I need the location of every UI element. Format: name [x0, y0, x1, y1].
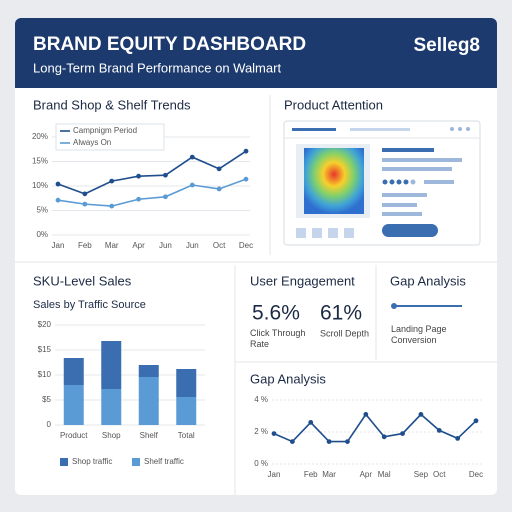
- y-tick-label: 0: [47, 420, 52, 429]
- bar-segment: [63, 358, 84, 385]
- point: [418, 412, 424, 417]
- legend-label: Shop traffic: [72, 457, 112, 466]
- slider: [391, 303, 462, 309]
- line: [57, 178, 247, 207]
- x-tick-label: Feb: [304, 470, 318, 479]
- legend-swatch: [132, 458, 140, 466]
- y-tick-label: 0 %: [254, 459, 268, 468]
- bar-segment: [101, 389, 122, 425]
- metric-value: 5.6%: [252, 302, 300, 325]
- x-tick-label: Mar: [105, 241, 119, 250]
- point: [136, 173, 141, 179]
- point: [326, 439, 332, 444]
- x-tick-label: Jan: [268, 470, 281, 479]
- x-tick-label: Shelf: [140, 431, 159, 440]
- y-tick-label: $15: [38, 345, 52, 354]
- point: [289, 439, 295, 444]
- panel-subtitle: Sales by Traffic Source: [33, 299, 146, 311]
- x-tick-label: Apr: [132, 241, 145, 250]
- y-tick-label: 0%: [36, 230, 48, 239]
- panel-title: User Engagement: [250, 273, 355, 288]
- x-tick-label: Apr: [360, 470, 373, 479]
- point: [189, 182, 195, 188]
- x-tick-label: Sep: [414, 470, 429, 479]
- point: [55, 181, 61, 187]
- bar-segment: [176, 397, 197, 425]
- x-tick-label: Total: [178, 431, 195, 440]
- line: [273, 413, 477, 443]
- y-tick-label: 10%: [32, 181, 48, 190]
- legend-swatch: [60, 458, 68, 466]
- point: [189, 154, 195, 160]
- point: [109, 203, 115, 209]
- metric-label: Landing Page Conversion: [391, 324, 447, 345]
- x-tick-label: Feb: [78, 241, 92, 250]
- point: [243, 176, 249, 182]
- panel-title: Gap Analysis: [250, 371, 326, 386]
- bar-segment: [101, 341, 122, 389]
- logo: Selleg8: [413, 35, 480, 56]
- x-tick-label: Jun: [186, 241, 199, 250]
- header-bar: [15, 18, 497, 88]
- x-tick-label: Oct: [433, 470, 446, 479]
- legend-label: Shelf traffic: [144, 457, 184, 466]
- point: [163, 172, 168, 178]
- point: [436, 428, 442, 433]
- x-tick-label: Shop: [102, 431, 121, 440]
- point: [136, 196, 141, 202]
- y-tick-label: $10: [38, 370, 52, 379]
- subtitle: Long-Term Brand Performance on Walmart: [33, 60, 281, 75]
- y-tick-label: $20: [38, 320, 52, 329]
- y-tick-label: 4 %: [254, 395, 268, 404]
- x-tick-label: Jan: [52, 241, 65, 250]
- point: [308, 420, 314, 425]
- legend: [55, 123, 165, 151]
- y-tick-label: 2 %: [254, 427, 268, 436]
- line: [57, 150, 247, 195]
- y-tick-label: 15%: [32, 157, 48, 166]
- bar-segment: [63, 385, 84, 425]
- point: [473, 418, 479, 424]
- page-mockup: [283, 120, 481, 246]
- x-tick-label: Mal: [378, 470, 391, 479]
- panel-title: SKU-Level Sales: [33, 273, 132, 288]
- panel-title: Gap Analysis: [390, 273, 466, 288]
- point: [345, 439, 350, 444]
- card: [15, 18, 497, 495]
- y-tick-label: 20%: [32, 132, 48, 141]
- y-tick-label: $5: [42, 395, 51, 404]
- x-tick-label: Jun: [159, 241, 172, 250]
- legend-label: Campnigm Period: [73, 126, 137, 135]
- metric-label: Scroll Depth: [320, 328, 369, 338]
- point: [271, 431, 277, 436]
- x-tick-label: Oct: [213, 241, 226, 250]
- point: [363, 412, 369, 417]
- point: [163, 194, 168, 200]
- x-tick-label: Mar: [322, 470, 336, 479]
- point: [82, 201, 88, 207]
- point: [455, 436, 461, 441]
- point: [55, 197, 61, 203]
- point: [82, 191, 88, 197]
- bar-segment: [138, 365, 159, 377]
- bar-segment: [176, 369, 197, 397]
- x-tick-label: Dec: [239, 241, 253, 250]
- point: [381, 434, 387, 440]
- legend-label: Always On: [73, 138, 111, 147]
- point: [109, 178, 115, 184]
- point: [216, 166, 222, 172]
- bar-segment: [138, 377, 159, 425]
- point: [400, 431, 405, 436]
- x-tick-label: Product: [60, 431, 88, 440]
- panel-title: Product Attention: [284, 97, 383, 112]
- title: BRAND EQUITY DASHBOARD: [33, 34, 306, 55]
- panel-title: Brand Shop & Shelf Trends: [33, 97, 191, 112]
- metric-value: 61%: [320, 302, 362, 325]
- metric-label: Click Through Rate: [250, 328, 305, 349]
- y-tick-label: 5%: [36, 206, 48, 215]
- x-tick-label: Dec: [469, 470, 483, 479]
- point: [243, 148, 249, 154]
- point: [216, 186, 222, 192]
